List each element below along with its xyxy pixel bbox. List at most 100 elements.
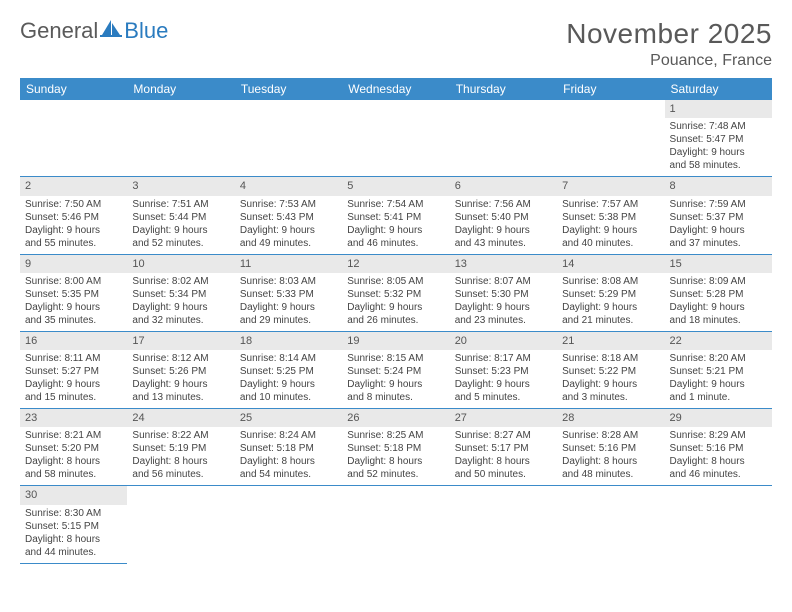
empty-cell <box>342 100 449 177</box>
daylight-text: Daylight: 8 hours <box>240 455 337 468</box>
day-body: Sunrise: 8:20 AMSunset: 5:21 PMDaylight:… <box>665 350 772 408</box>
daylight-text: and 40 minutes. <box>562 237 659 250</box>
sunrise-text: Sunrise: 7:50 AM <box>25 198 122 211</box>
sunrise-text: Sunrise: 8:30 AM <box>25 507 122 520</box>
day-number: 29 <box>665 409 772 427</box>
sunset-text: Sunset: 5:17 PM <box>455 442 552 455</box>
day-number: 22 <box>665 332 772 350</box>
empty-cell <box>235 486 342 563</box>
daylight-text: and 8 minutes. <box>347 391 444 404</box>
daylight-text: Daylight: 9 hours <box>240 224 337 237</box>
sunset-text: Sunset: 5:21 PM <box>670 365 767 378</box>
day-cell: 1Sunrise: 7:48 AMSunset: 5:47 PMDaylight… <box>665 100 772 177</box>
day-number: 3 <box>127 177 234 195</box>
day-body: Sunrise: 7:48 AMSunset: 5:47 PMDaylight:… <box>665 118 772 176</box>
sunrise-text: Sunrise: 7:57 AM <box>562 198 659 211</box>
sunset-text: Sunset: 5:34 PM <box>132 288 229 301</box>
day-cell: 8Sunrise: 7:59 AMSunset: 5:37 PMDaylight… <box>665 177 772 254</box>
day-body: Sunrise: 8:00 AMSunset: 5:35 PMDaylight:… <box>20 273 127 331</box>
day-cell: 23Sunrise: 8:21 AMSunset: 5:20 PMDayligh… <box>20 409 127 486</box>
day-number: 13 <box>450 255 557 273</box>
daylight-text: and 46 minutes. <box>670 468 767 481</box>
day-body: Sunrise: 8:03 AMSunset: 5:33 PMDaylight:… <box>235 273 342 331</box>
sunset-text: Sunset: 5:15 PM <box>25 520 122 533</box>
daylight-text: Daylight: 8 hours <box>25 533 122 546</box>
day-body: Sunrise: 8:17 AMSunset: 5:23 PMDaylight:… <box>450 350 557 408</box>
daylight-text: Daylight: 8 hours <box>562 455 659 468</box>
sunset-text: Sunset: 5:33 PM <box>240 288 337 301</box>
calendar-row: 9Sunrise: 8:00 AMSunset: 5:35 PMDaylight… <box>20 254 772 331</box>
daylight-text: and 10 minutes. <box>240 391 337 404</box>
day-number: 11 <box>235 255 342 273</box>
empty-cell <box>235 100 342 177</box>
sunrise-text: Sunrise: 7:56 AM <box>455 198 552 211</box>
calendar-body: 1Sunrise: 7:48 AMSunset: 5:47 PMDaylight… <box>20 100 772 563</box>
day-body: Sunrise: 8:12 AMSunset: 5:26 PMDaylight:… <box>127 350 234 408</box>
daylight-text: and 54 minutes. <box>240 468 337 481</box>
daylight-text: Daylight: 8 hours <box>25 455 122 468</box>
calendar-page: General Blue November 2025 Pouance, Fran… <box>0 0 792 564</box>
weekday-header: Saturday <box>665 78 772 100</box>
daylight-text: and 5 minutes. <box>455 391 552 404</box>
day-cell: 22Sunrise: 8:20 AMSunset: 5:21 PMDayligh… <box>665 331 772 408</box>
daylight-text: and 48 minutes. <box>562 468 659 481</box>
sunset-text: Sunset: 5:30 PM <box>455 288 552 301</box>
daylight-text: and 3 minutes. <box>562 391 659 404</box>
day-number: 23 <box>20 409 127 427</box>
day-body: Sunrise: 7:50 AMSunset: 5:46 PMDaylight:… <box>20 196 127 254</box>
empty-cell <box>557 100 664 177</box>
sunset-text: Sunset: 5:32 PM <box>347 288 444 301</box>
daylight-text: Daylight: 8 hours <box>347 455 444 468</box>
daylight-text: and 50 minutes. <box>455 468 552 481</box>
sunset-text: Sunset: 5:44 PM <box>132 211 229 224</box>
day-cell: 11Sunrise: 8:03 AMSunset: 5:33 PMDayligh… <box>235 254 342 331</box>
daylight-text: Daylight: 8 hours <box>132 455 229 468</box>
sunrise-text: Sunrise: 8:11 AM <box>25 352 122 365</box>
sunset-text: Sunset: 5:16 PM <box>562 442 659 455</box>
daylight-text: Daylight: 9 hours <box>240 378 337 391</box>
day-cell: 6Sunrise: 7:56 AMSunset: 5:40 PMDaylight… <box>450 177 557 254</box>
sunset-text: Sunset: 5:19 PM <box>132 442 229 455</box>
day-body: Sunrise: 8:05 AMSunset: 5:32 PMDaylight:… <box>342 273 449 331</box>
daylight-text: Daylight: 9 hours <box>455 378 552 391</box>
daylight-text: and 15 minutes. <box>25 391 122 404</box>
month-title: November 2025 <box>566 18 772 50</box>
day-number: 17 <box>127 332 234 350</box>
weekday-header: Thursday <box>450 78 557 100</box>
day-number: 25 <box>235 409 342 427</box>
weekday-header: Friday <box>557 78 664 100</box>
daylight-text: Daylight: 8 hours <box>670 455 767 468</box>
calendar-row: 23Sunrise: 8:21 AMSunset: 5:20 PMDayligh… <box>20 409 772 486</box>
day-body: Sunrise: 8:25 AMSunset: 5:18 PMDaylight:… <box>342 427 449 485</box>
weekday-header: Wednesday <box>342 78 449 100</box>
logo-text-blue: Blue <box>124 18 168 44</box>
day-cell: 13 Sunrise: 8:07 AMSunset: 5:30 PMDayligh… <box>450 254 557 331</box>
day-body: Sunrise: 8:29 AMSunset: 5:16 PMDaylight:… <box>665 427 772 485</box>
day-cell: 21Sunrise: 8:18 AMSunset: 5:22 PMDayligh… <box>557 331 664 408</box>
day-cell: 30Sunrise: 8:30 AMSunset: 5:15 PMDayligh… <box>20 486 127 563</box>
weekday-header-row: Sunday Monday Tuesday Wednesday Thursday… <box>20 78 772 100</box>
daylight-text: Daylight: 9 hours <box>562 301 659 314</box>
daylight-text: Daylight: 9 hours <box>455 301 552 314</box>
day-number: 14 <box>557 255 664 273</box>
day-body: Sunrise: 8:14 AMSunset: 5:25 PMDaylight:… <box>235 350 342 408</box>
empty-cell <box>665 486 772 563</box>
sunset-text: Sunset: 5:18 PM <box>347 442 444 455</box>
location: Pouance, France <box>566 52 772 70</box>
day-number: 9 <box>20 255 127 273</box>
daylight-text: and 13 minutes. <box>132 391 229 404</box>
daylight-text: and 29 minutes. <box>240 314 337 327</box>
day-body: Sunrise: 8:30 AMSunset: 5:15 PMDaylight:… <box>20 505 127 563</box>
day-cell: 7Sunrise: 7:57 AMSunset: 5:38 PMDaylight… <box>557 177 664 254</box>
sunset-text: Sunset: 5:41 PM <box>347 211 444 224</box>
sunset-text: Sunset: 5:29 PM <box>562 288 659 301</box>
daylight-text: and 18 minutes. <box>670 314 767 327</box>
sunrise-text: Sunrise: 8:08 AM <box>562 275 659 288</box>
sunset-text: Sunset: 5:35 PM <box>25 288 122 301</box>
day-cell: 25Sunrise: 8:24 AMSunset: 5:18 PMDayligh… <box>235 409 342 486</box>
sunrise-text: Sunrise: 8:07 AM <box>455 275 552 288</box>
sunrise-text: Sunrise: 8:28 AM <box>562 429 659 442</box>
sunset-text: Sunset: 5:27 PM <box>25 365 122 378</box>
daylight-text: Daylight: 9 hours <box>670 378 767 391</box>
calendar-row: 16Sunrise: 8:11 AMSunset: 5:27 PMDayligh… <box>20 331 772 408</box>
